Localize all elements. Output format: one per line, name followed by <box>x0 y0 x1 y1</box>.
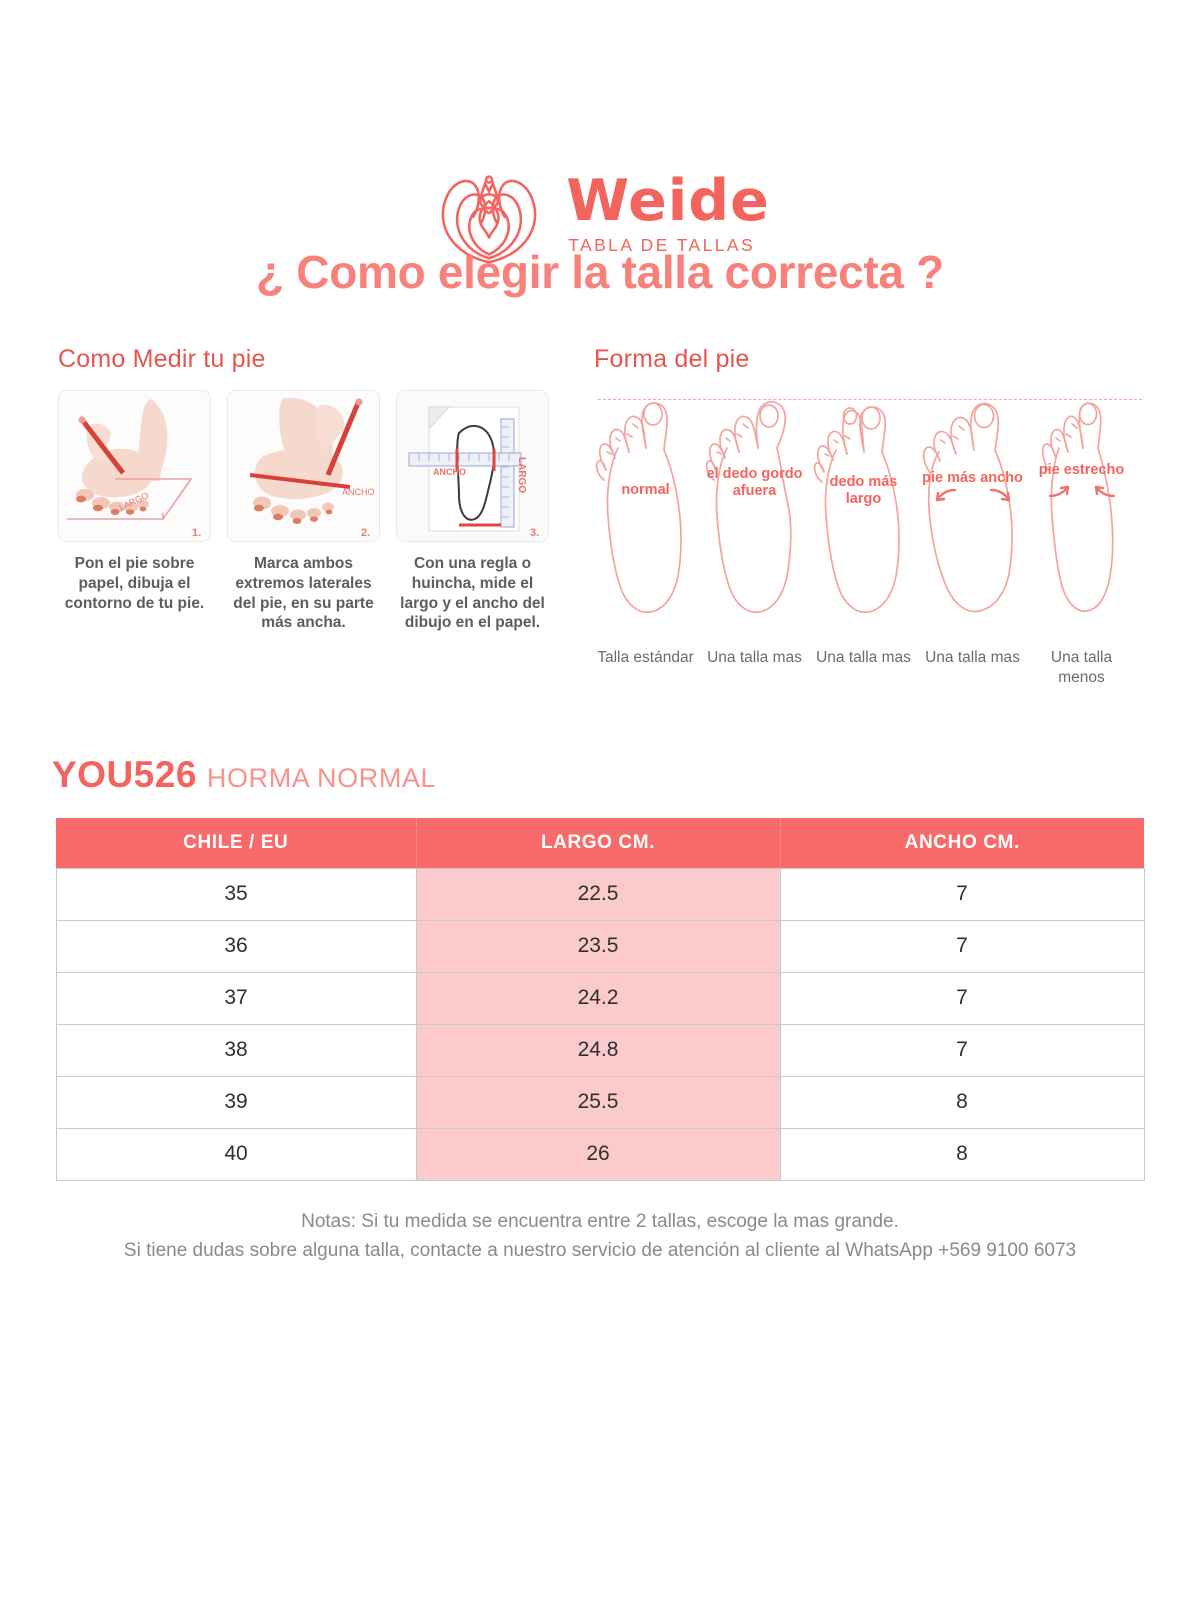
notes-line-2: Si tiene dudas sobre alguna talla, conta… <box>123 1240 1077 1262</box>
shape-section-heading: Forma del pie <box>594 345 750 373</box>
foot-shapes-area: normal <box>594 390 1142 638</box>
table-row: 39 25.5 8 <box>55 1075 1145 1129</box>
brand-header: Weide TABLA DE TALLAS <box>0 0 1200 264</box>
measure-section: Como Medir tu pie <box>58 345 550 688</box>
foot-outline-normal-icon: normal <box>594 390 697 630</box>
foot-shape-caption: Una talla menos <box>1050 649 1113 687</box>
cell-largo: 22.5 <box>415 867 781 921</box>
measure-step-caption: Pon el pie sobre papel, dibuja el contor… <box>64 555 205 612</box>
foot-inner-label: el dedo gordo afuera <box>706 466 803 500</box>
cell-size: 40 <box>55 1127 417 1181</box>
foot-inner-label: pie estrecho <box>1038 462 1125 478</box>
paper-outline-ruler-photo: ANCHO LARGO 3. <box>396 390 549 542</box>
foot-shape-captions: Talla estándar Una talla mas Una talla m… <box>594 648 1142 688</box>
cell-ancho: 7 <box>779 867 1145 921</box>
cell-size: 39 <box>55 1075 417 1129</box>
weide-lotus-crown-logo-icon <box>430 159 548 271</box>
foot-outline-narrow-icon: pie estrecho <box>1030 390 1133 630</box>
table-row: 38 24.8 7 <box>55 1023 1145 1077</box>
foot-outline-big-toe-out-icon: el dedo gordo afuera <box>703 390 806 630</box>
content-columns: Como Medir tu pie <box>0 345 1200 688</box>
brand-subtitle: TABLA DE TALLAS <box>568 234 756 255</box>
foot-outline-long-toe-icon: dedo más largo <box>812 390 915 630</box>
table-header-cell: CHILE / EU <box>56 818 417 869</box>
foot-width-marking-photo: ANCHO 2. <box>227 390 380 542</box>
size-table: CHILE / EU LARGO CM. ANCHO CM. 35 22.5 7… <box>55 818 1145 1181</box>
foot-inner-label: dedo más largo <box>829 474 898 508</box>
foot-shape-caption: Talla estándar <box>597 649 694 666</box>
foot-shapes: normal <box>594 390 1142 630</box>
cell-largo: 25.5 <box>415 1075 781 1129</box>
measure-step-caption: Con una regla o huincha, mide el largo y… <box>400 555 545 632</box>
cell-ancho: 8 <box>779 1075 1145 1129</box>
foot-tracing-pencil-photo: LARGO 1. <box>58 390 211 542</box>
table-header-row: CHILE / EU LARGO CM. ANCHO CM. <box>56 818 1144 869</box>
photo3-ancho-label: ANCHO <box>433 467 466 477</box>
page-title: ¿ Como elegir la talla correcta ? <box>256 246 944 298</box>
table-row: 36 23.5 7 <box>55 919 1145 973</box>
foot-outline-wide-icon: pie más ancho <box>921 390 1024 630</box>
shape-section: Forma del pie <box>594 345 1142 688</box>
photo2-ancho-label: ANCHO <box>342 487 375 497</box>
foot-shape-caption: Una talla mas <box>925 649 1020 666</box>
cell-largo: 26 <box>415 1127 781 1181</box>
measure-captions: Pon el pie sobre papel, dibuja el contor… <box>58 542 550 633</box>
cell-largo: 23.5 <box>415 919 781 973</box>
brand-text: Weide TABLA DE TALLAS <box>566 168 770 255</box>
foot-shape-caption: Una talla mas <box>707 649 802 666</box>
cell-ancho: 7 <box>779 1023 1145 1077</box>
cell-size: 37 <box>55 971 417 1025</box>
foot-inner-label: normal <box>621 482 670 498</box>
alignment-dashed-line <box>598 399 1142 400</box>
table-row: 37 24.2 7 <box>55 971 1145 1025</box>
notes-line-1: Notas: Si tu medida se encuentra entre 2… <box>301 1210 899 1232</box>
photo3-largo-label: LARGO <box>516 457 527 493</box>
cell-ancho: 8 <box>779 1127 1145 1181</box>
model-last-name: HORMA NORMAL <box>206 763 437 794</box>
measure-step-caption: Marca ambos extremos laterales del pie, … <box>233 555 374 632</box>
svg-text:2.: 2. <box>361 527 370 539</box>
cell-size: 36 <box>55 919 417 973</box>
table-header-cell: LARGO CM. <box>416 818 781 869</box>
cell-ancho: 7 <box>779 919 1145 973</box>
svg-text:3.: 3. <box>530 527 539 539</box>
measure-photos: LARGO 1. <box>58 390 550 542</box>
notes-block: Notas: Si tu medida se encuentra entre 2… <box>0 1207 1200 1266</box>
measure-section-heading: Como Medir tu pie <box>58 345 266 373</box>
cell-largo: 24.2 <box>415 971 781 1025</box>
cell-size: 38 <box>55 1023 417 1077</box>
table-header-cell: ANCHO CM. <box>780 818 1144 869</box>
svg-text:1.: 1. <box>192 527 201 539</box>
model-code: YOU526 <box>52 754 197 796</box>
foot-inner-label: pie más ancho <box>922 470 1023 486</box>
foot-shape-caption: Una talla mas <box>816 649 911 666</box>
table-row: 40 26 8 <box>55 1127 1145 1181</box>
cell-largo: 24.8 <box>415 1023 781 1077</box>
table-row: 35 22.5 7 <box>55 867 1145 921</box>
cell-size: 35 <box>55 867 417 921</box>
cell-ancho: 7 <box>779 971 1145 1025</box>
brand-name: Weide <box>566 168 770 235</box>
model-heading: YOU526 HORMA NORMAL <box>52 754 1200 796</box>
